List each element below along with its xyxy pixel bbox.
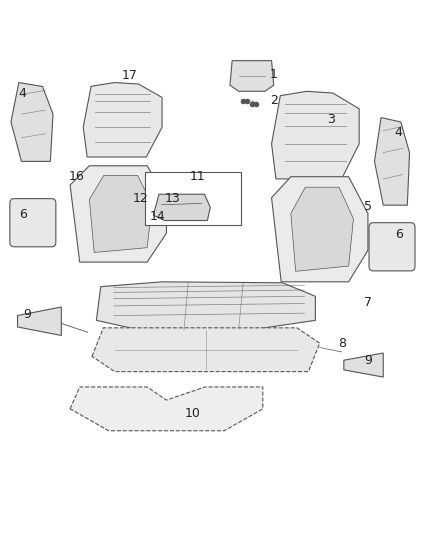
Polygon shape [291, 187, 353, 271]
Polygon shape [153, 194, 210, 221]
Polygon shape [70, 166, 166, 262]
FancyBboxPatch shape [145, 172, 241, 225]
Polygon shape [11, 83, 53, 161]
FancyBboxPatch shape [10, 199, 56, 247]
Text: 4: 4 [19, 87, 27, 100]
Text: 6: 6 [19, 208, 27, 221]
Text: 8: 8 [338, 337, 346, 350]
Polygon shape [344, 353, 383, 377]
Text: 3: 3 [327, 114, 335, 126]
Polygon shape [272, 91, 359, 179]
Text: 1: 1 [270, 68, 278, 81]
Text: 10: 10 [185, 407, 201, 419]
Polygon shape [89, 175, 152, 253]
Polygon shape [374, 118, 410, 205]
Polygon shape [272, 177, 368, 282]
Text: 9: 9 [364, 354, 372, 367]
Text: 11: 11 [189, 170, 205, 183]
Text: 7: 7 [364, 296, 372, 309]
Text: 5: 5 [364, 199, 372, 213]
Text: 14: 14 [150, 209, 166, 223]
Text: 13: 13 [165, 192, 181, 205]
Text: 9: 9 [23, 308, 31, 321]
Polygon shape [18, 307, 61, 335]
Text: 17: 17 [121, 69, 137, 83]
Text: 4: 4 [395, 126, 403, 140]
Text: 2: 2 [270, 94, 278, 108]
Text: 6: 6 [395, 229, 403, 241]
Text: 12: 12 [132, 192, 148, 205]
Polygon shape [230, 61, 274, 91]
Polygon shape [96, 282, 315, 330]
Polygon shape [92, 328, 320, 372]
Text: 16: 16 [69, 170, 85, 183]
Polygon shape [70, 387, 263, 431]
FancyBboxPatch shape [369, 223, 415, 271]
Polygon shape [83, 83, 162, 157]
